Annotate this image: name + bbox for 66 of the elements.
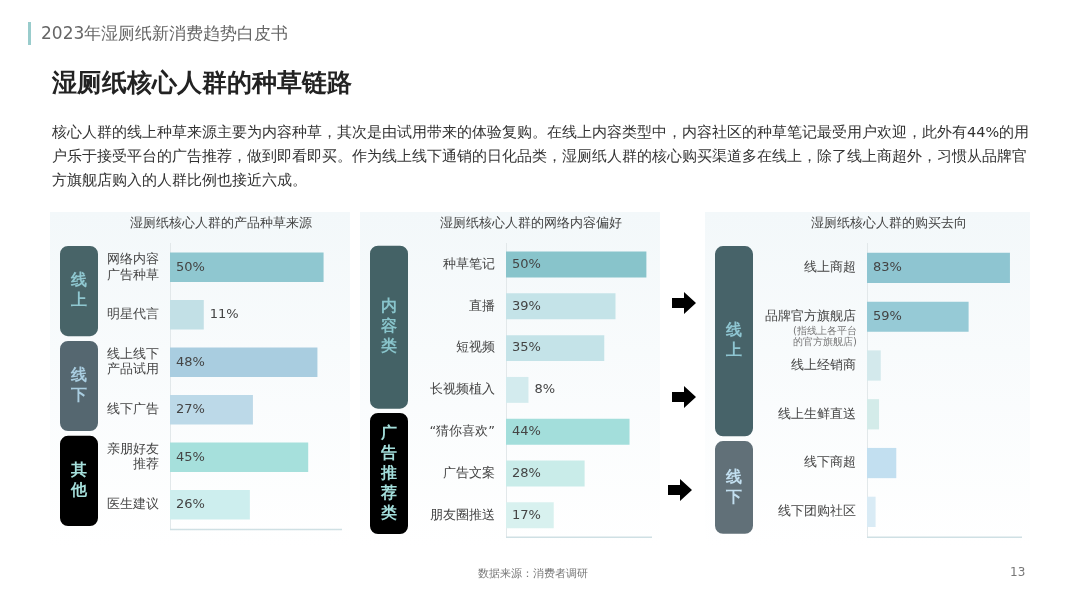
bar	[506, 293, 616, 320]
bar	[170, 347, 318, 377]
bar	[867, 447, 897, 479]
data-label: 50%	[176, 258, 205, 274]
y-tick-label: 线上商超	[804, 259, 856, 275]
bar	[867, 301, 969, 332]
bar	[506, 418, 630, 445]
y-tick-label: 品牌官方旗舰店	[765, 308, 856, 324]
y-tick-label: 朋友圈推送	[430, 506, 495, 522]
y-tick-label: 亲朋好友推荐	[107, 440, 159, 472]
y-tick-label: 直播	[469, 297, 495, 313]
y-tick-label: 线下广告	[107, 401, 159, 417]
data-label: 8%	[534, 381, 556, 397]
data-label: 26%	[176, 496, 205, 512]
data-label: 35%	[512, 339, 541, 355]
text: 其他	[70, 460, 88, 500]
data-label: 17%	[512, 506, 541, 522]
text: 线下	[70, 365, 87, 405]
text: 线上	[70, 270, 87, 310]
y-tick-label: 医生建议	[107, 496, 159, 512]
bar	[506, 251, 647, 278]
text: 线上	[725, 320, 742, 360]
y-tick-label: 长视频植入	[430, 381, 495, 397]
text: 线下	[725, 466, 742, 506]
y-tick-label: 线上经销商	[791, 356, 856, 372]
chart-title: 湿厕纸核心人群的购买去向	[810, 215, 967, 231]
bar	[170, 300, 204, 330]
bar	[867, 350, 881, 381]
data-label: 44%	[512, 423, 541, 439]
y-tick-label: “猜你喜欢”	[429, 423, 495, 439]
y-tick-label: 短视频	[456, 339, 495, 355]
bar	[170, 442, 309, 472]
y-tick-label: 种草笔记	[443, 255, 495, 271]
data-label: 50%	[512, 255, 541, 271]
data-label: 45%	[176, 448, 205, 464]
y-tick-label: 线下商超	[804, 454, 856, 470]
data-label: 27%	[176, 401, 205, 417]
text: 核心人群的线上种草来源主要为内容种草，其次是由试用带来的体验复购。在线上内容类型中，内容社区的种草笔记最受用户欢迎，此外有44%的用户乐于接受平台的广告推荐，做到即看即买。作为线上线下通销的日化品类，湿厕纸人群的核心购买渠道多在线上，除了线上商超外，习惯从品牌官方旗舰店购入的人群比例也接近六成。	[52, 123, 1031, 190]
bar	[170, 252, 324, 283]
text: 2023年湿厕纸新消费趋势白皮书	[28, 22, 289, 45]
text: (指线上各平台的官方旗舰店)	[793, 325, 858, 348]
source-note: 数据来源：消费者调研	[478, 566, 588, 581]
chart-title: 湿厕纸核心人群的网络内容偏好	[440, 215, 622, 231]
bar	[867, 399, 880, 430]
text: 内容类	[380, 296, 397, 356]
y-tick-label: 线上线下产品试用	[107, 345, 159, 377]
bar	[506, 376, 529, 403]
text: 广告推荐类	[380, 422, 397, 522]
bar	[170, 489, 250, 520]
data-label: 83%	[873, 259, 902, 275]
data-label: 28%	[512, 464, 541, 480]
data-label: 48%	[176, 353, 205, 369]
y-tick-label: 明星代言	[107, 306, 159, 322]
y-tick-label: 线下团购社区	[778, 503, 856, 519]
chart-title: 湿厕纸核心人群的产品种草来源	[130, 215, 312, 231]
y-tick-label: 网络内容广告种草	[107, 250, 159, 282]
bar	[867, 252, 1010, 284]
data-label: 59%	[873, 308, 902, 324]
y-tick-label: 广告文案	[443, 464, 495, 480]
bar	[170, 395, 253, 425]
data-label: 11%	[209, 306, 239, 322]
y-tick-label: 线上生鲜直送	[778, 405, 856, 421]
text: 湿厕纸核心人群的种草链路	[52, 67, 352, 99]
data-label: 39%	[512, 297, 541, 313]
text: 13	[1010, 565, 1026, 579]
bar	[506, 335, 605, 362]
